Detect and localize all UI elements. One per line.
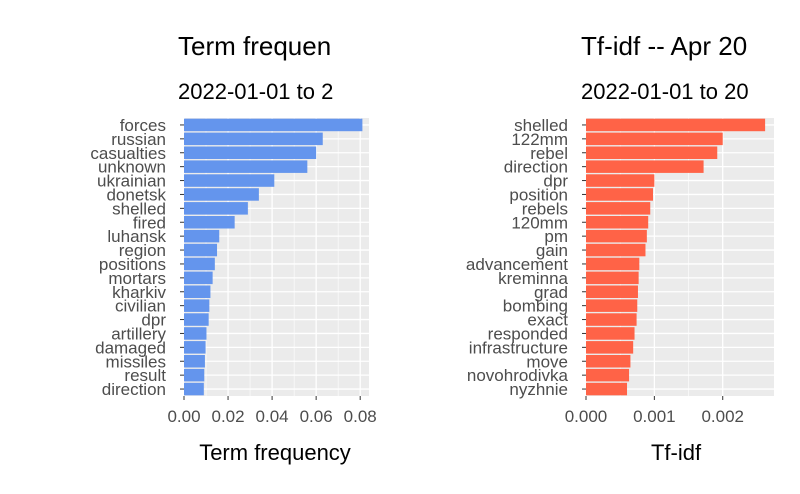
category-label-region: region — [119, 241, 166, 260]
category-label-direction: direction — [504, 158, 568, 177]
bar-casualties — [184, 146, 317, 160]
category-label-infrastructure: infrastructure — [469, 338, 568, 357]
x-axis-title-2: Tf-idf — [651, 440, 702, 465]
category-label-shelled: shelled — [514, 116, 568, 135]
bar-rebels — [586, 202, 651, 215]
chart-subtitle-2: 2022-01-01 to 20 — [581, 79, 749, 104]
bar-122mm — [586, 132, 723, 146]
category-label-ukrainian: ukrainian — [97, 172, 166, 191]
category-label-mortars: mortars — [108, 269, 166, 288]
bar-grad — [586, 285, 638, 299]
category-label-shelled: shelled — [112, 199, 166, 218]
bar-infrastructure — [586, 341, 634, 354]
bar-russian — [184, 132, 323, 146]
category-label-positions: positions — [99, 255, 166, 274]
category-label-position: position — [509, 185, 568, 204]
bar-gain — [586, 243, 646, 257]
category-label-casualties: casualties — [90, 144, 166, 163]
category-label-rebel: rebel — [530, 144, 568, 163]
category-label-result: result — [124, 366, 166, 385]
x-tick-label: 0.04 — [256, 407, 289, 426]
category-label-kreminna: kreminna — [498, 269, 568, 288]
x-tick-label: 0.000 — [565, 407, 608, 426]
bar-advancement — [586, 257, 640, 271]
bar-position — [586, 188, 653, 201]
x-tick-label: 0.06 — [300, 407, 333, 426]
category-label-luhansk: luhansk — [107, 227, 166, 246]
bar-kharkiv — [184, 285, 211, 299]
category-label-advancement: advancement — [466, 255, 568, 274]
category-label-dpr: dpr — [141, 311, 166, 330]
bar-shelled — [586, 118, 766, 132]
chart-title-1: Term frequen — [178, 31, 331, 61]
bar-rebel — [586, 146, 718, 160]
bar-damaged — [184, 341, 206, 354]
panel-background-2 — [586, 118, 774, 396]
category-label-responded: responded — [488, 324, 568, 343]
category-label-nyzhnie: nyzhnie — [509, 380, 568, 399]
category-label-gain: gain — [536, 241, 568, 260]
bar-mortars — [184, 271, 213, 285]
bar-120mm — [586, 215, 649, 229]
bar-positions — [184, 257, 215, 271]
bar-move — [586, 354, 631, 368]
bar-dpr — [184, 313, 209, 326]
category-label-122mm: 122mm — [511, 130, 568, 149]
bar-dpr — [586, 174, 655, 187]
category-label-forces: forces — [120, 116, 166, 135]
bar-donetsk — [184, 188, 259, 201]
chart-subtitle-1: 2022-01-01 to 2 — [178, 79, 333, 104]
x-axis-title-1: Term frequency — [199, 440, 351, 465]
bar-responded — [586, 327, 635, 340]
bar-direction — [184, 382, 204, 396]
category-label-donetsk: donetsk — [106, 185, 166, 204]
category-label-bombing: bombing — [503, 297, 568, 316]
x-tick-label: 0.001 — [633, 407, 676, 426]
bar-luhansk — [184, 229, 220, 243]
category-label-novohrodivka: novohrodivka — [467, 366, 569, 385]
x-tick-label: 0.02 — [212, 407, 245, 426]
bar-artillery — [184, 327, 207, 340]
bar-kreminna — [586, 271, 639, 285]
category-label-pm: pm — [544, 227, 568, 246]
bar-missiles — [184, 354, 205, 368]
panel-background-1 — [184, 118, 369, 396]
bar-direction — [586, 160, 704, 173]
category-label-120mm: 120mm — [511, 213, 568, 232]
category-label-dpr: dpr — [543, 172, 568, 191]
category-label-rebels: rebels — [522, 199, 568, 218]
chart-title-2: Tf-idf -- Apr 20 — [581, 31, 747, 61]
x-tick-label: 0.08 — [344, 407, 377, 426]
x-tick-label: 0.002 — [701, 407, 744, 426]
category-label-unknown: unknown — [98, 158, 166, 177]
category-label-fired: fired — [133, 213, 166, 232]
bar-region — [184, 243, 218, 257]
bar-shelled — [184, 202, 248, 215]
bar-pm — [586, 229, 647, 243]
category-label-damaged: damaged — [95, 338, 166, 357]
category-label-move: move — [526, 352, 568, 371]
bar-nyzhnie — [586, 382, 628, 396]
category-label-missiles: missiles — [106, 352, 166, 371]
bar-fired — [184, 215, 235, 229]
bar-bombing — [586, 299, 638, 312]
bar-forces — [184, 118, 363, 132]
category-label-direction: direction — [102, 380, 166, 399]
category-label-exact: exact — [527, 311, 568, 330]
bar-novohrodivka — [586, 368, 630, 382]
bar-exact — [586, 313, 637, 326]
x-tick-label: 0.00 — [167, 407, 200, 426]
category-label-grad: grad — [534, 283, 568, 302]
category-label-kharkiv: kharkiv — [112, 283, 166, 302]
bar-result — [184, 368, 205, 382]
category-label-artillery: artillery — [111, 324, 166, 343]
bar-civilian — [184, 299, 210, 312]
category-label-russian: russian — [111, 130, 166, 149]
bar-ukrainian — [184, 174, 275, 187]
bar-unknown — [184, 160, 308, 173]
category-label-civilian: civilian — [115, 297, 166, 316]
